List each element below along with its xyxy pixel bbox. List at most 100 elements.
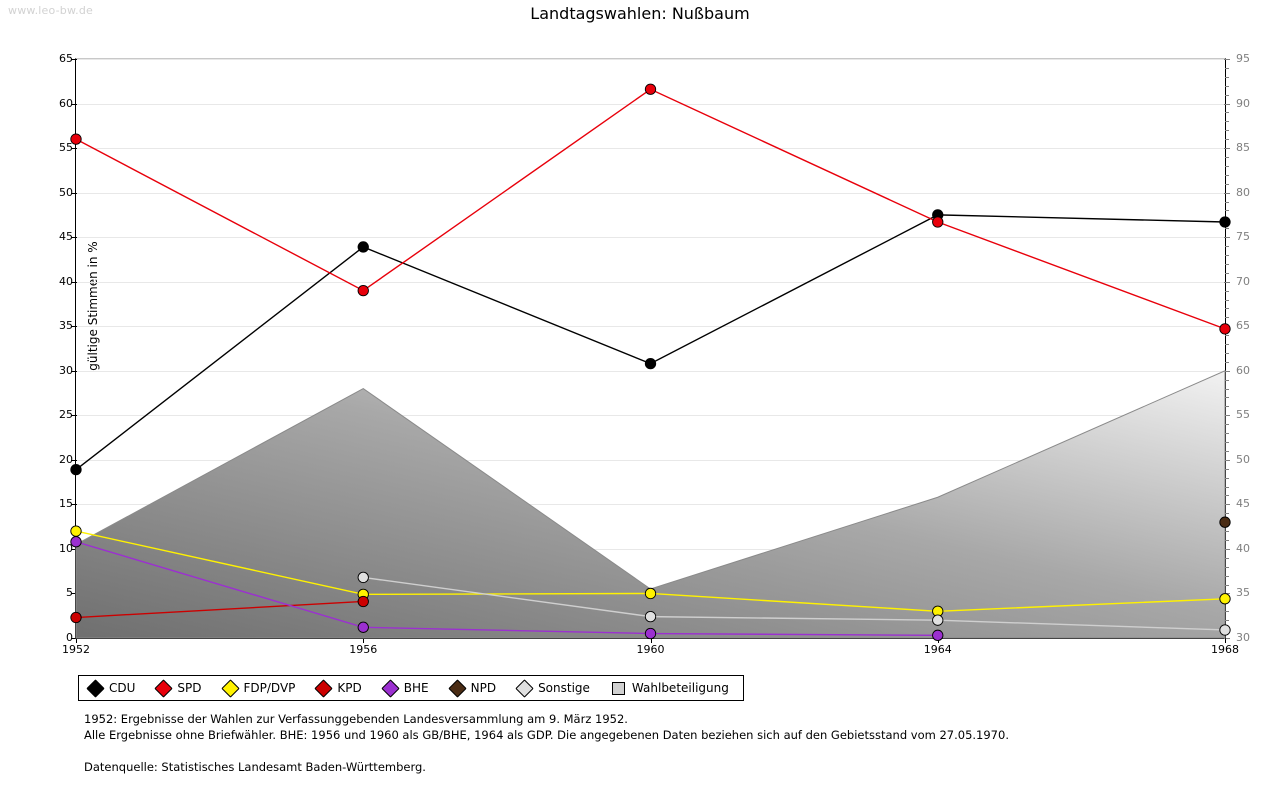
right-minor-tick [1225,361,1229,363]
right-minor-tick [1225,406,1229,408]
right-tick-label: 90 [1236,96,1250,110]
gridline [76,237,1225,239]
left-tick-mark [71,326,77,328]
series-line-sonstige [363,576,1226,631]
legend-item-label: SPD [177,681,202,695]
right-tick-mark [1224,103,1230,105]
series-line-cdu [75,214,1226,471]
right-minor-tick [1225,299,1229,301]
legend-item-kpd[interactable]: KPD [314,678,362,698]
left-tick-label: 15 [59,497,73,511]
right-tick-label: 55 [1236,408,1250,422]
right-minor-tick [1225,620,1229,622]
left-tick-label: 0 [66,631,73,644]
legend-item-label: BHE [403,681,429,695]
right-tick-mark [1224,459,1230,461]
legend-diamond-icon [314,678,334,698]
right-minor-tick [1225,442,1229,444]
data-point-fdp-dvp [1220,594,1230,604]
data-point-sonstige [933,615,943,625]
right-minor-tick [1225,531,1229,533]
legend-item-fdp-dvp[interactable]: FDP/DVP [220,678,295,698]
right-minor-tick [1225,344,1229,346]
right-tick-label: 60 [1236,363,1250,377]
right-tick-label: 85 [1236,141,1250,155]
data-point-kpd [71,612,81,622]
right-tick-label: 80 [1236,185,1250,199]
right-minor-tick [1225,335,1229,337]
gridline [76,370,1225,372]
legend-item-label: KPD [337,681,362,695]
x-tick-mark [363,637,365,643]
right-minor-tick [1225,317,1229,319]
legend-diamond-icon [515,678,534,698]
left-tick-label: 35 [59,319,73,333]
left-tick-mark [71,148,77,150]
footnote-source: Datenquelle: Statistisches Landesamt Bad… [84,760,426,774]
right-minor-tick [1225,468,1229,470]
right-tick-label: 65 [1236,319,1250,333]
left-tick-label: 20 [59,452,73,466]
data-point-cdu [71,464,81,474]
left-tick-label: 25 [59,408,73,422]
legend-square-icon [611,681,625,695]
series-line-spd [75,88,1226,330]
right-minor-tick [1225,584,1229,586]
legend-diamond-icon [447,678,467,698]
data-point-cdu [1220,217,1230,227]
series-line-kpd [75,600,364,619]
x-tick-mark [650,637,652,643]
right-minor-tick [1225,228,1229,230]
page-title: Landtagswahlen: Nußbaum [530,4,750,23]
data-point-spd [933,217,943,227]
series-line-bhe [75,541,938,637]
right-tick-mark [1224,237,1230,239]
right-minor-tick [1225,566,1229,568]
right-minor-tick [1225,165,1229,167]
right-minor-tick [1225,85,1229,87]
right-tick-label: 45 [1236,497,1250,511]
gridline [76,192,1225,194]
chart-footnotes: 1952: Ergebnisse der Wahlen zur Verfassu… [84,711,1009,775]
legend-item-bhe[interactable]: BHE [381,678,429,698]
x-tick-label: 1968 [1211,643,1239,656]
right-minor-tick [1225,379,1229,381]
legend-item-npd[interactable]: NPD [447,678,496,698]
right-minor-tick [1225,139,1229,141]
legend-item-spd[interactable]: SPD [154,678,202,698]
right-minor-tick [1225,263,1229,265]
legend-item-cdu[interactable]: CDU [86,678,135,698]
data-point-bhe [933,630,943,640]
right-minor-tick [1225,352,1229,354]
left-tick-label: 50 [59,185,73,199]
right-minor-tick [1225,183,1229,185]
legend-item-wahlbeteiligung[interactable]: Wahlbeteiligung [611,681,729,695]
right-minor-tick [1225,254,1229,256]
data-point-fdp-dvp [71,526,81,536]
x-tick-mark [76,637,77,643]
right-tick-mark [1224,148,1230,150]
data-point-sonstige [1220,625,1230,635]
right-minor-tick [1225,397,1229,399]
right-minor-tick [1225,112,1229,114]
legend-item-label: Sonstige [538,681,590,695]
left-tick-mark [71,459,77,461]
legend-diamond-icon [220,678,240,698]
right-tick-label: 35 [1236,586,1250,600]
footnote-line-1: 1952: Ergebnisse der Wahlen zur Verfassu… [84,712,628,726]
right-tick-label: 95 [1236,52,1250,65]
data-point-fdp-dvp [645,588,655,598]
left-tick-mark [71,370,77,372]
legend-item-sonstige[interactable]: Sonstige [515,678,590,698]
left-tick-mark [71,548,77,550]
data-point-sonstige [358,572,368,582]
right-tick-mark [1224,548,1230,550]
right-minor-tick [1225,495,1229,497]
data-point-bhe [645,628,655,638]
right-minor-tick [1225,424,1229,426]
gridline [76,103,1225,105]
right-minor-tick [1225,513,1229,515]
right-minor-tick [1225,94,1229,96]
right-minor-tick [1225,433,1229,435]
gridline [76,59,1225,60]
